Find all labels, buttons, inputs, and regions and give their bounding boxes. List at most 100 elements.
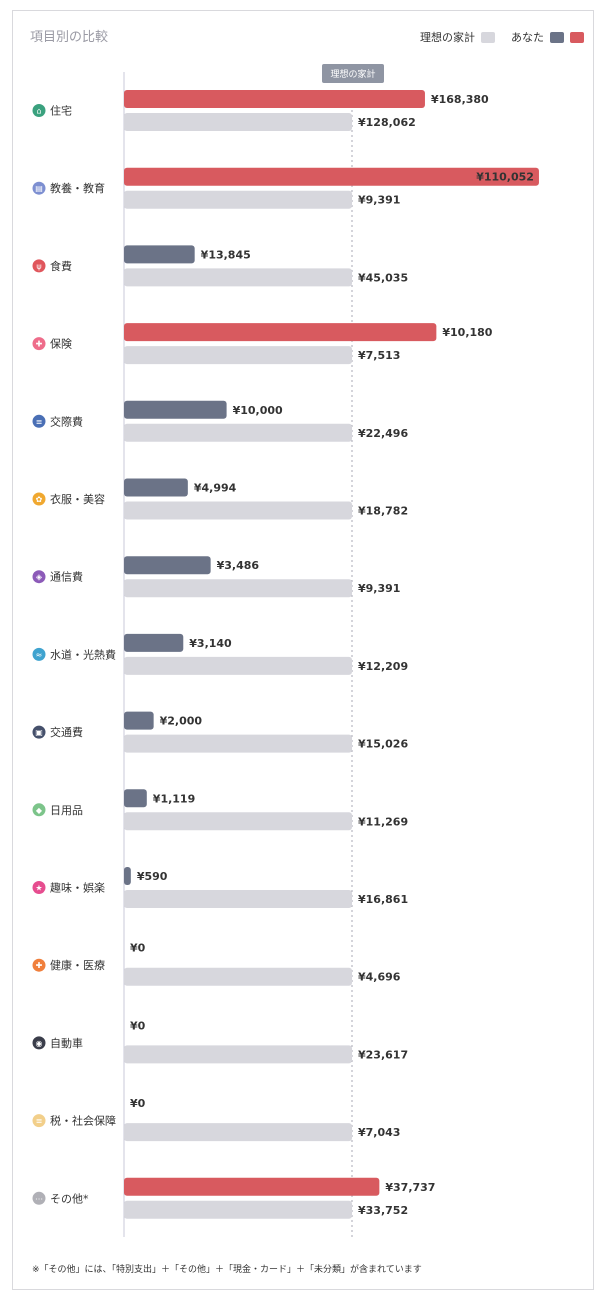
car-icon xyxy=(32,1036,46,1050)
shirt-icon-glyph: ✿ xyxy=(36,495,43,504)
you-value-label: ¥3,140 xyxy=(189,637,232,650)
comparison-card xyxy=(12,10,594,1290)
legend-you-under-swatch xyxy=(550,31,564,43)
legend-ideal-label: 理想の家計 xyxy=(420,31,475,44)
category-label: 食費 xyxy=(50,259,72,273)
category-label: 税・社会保障 xyxy=(50,1114,116,1128)
category-label: 交通費 xyxy=(50,725,83,739)
ideal-bar xyxy=(124,734,352,753)
you-bar xyxy=(124,478,188,497)
fork-knife-icon-glyph: ψ xyxy=(36,262,41,271)
category-label: 通信費 xyxy=(50,570,83,584)
category-label: 教養・教育 xyxy=(50,181,105,195)
star-icon-glyph: ★ xyxy=(35,884,42,893)
book-icon xyxy=(32,181,46,195)
ideal-marker-tag xyxy=(322,64,384,83)
ideal-value-label: ¥9,391 xyxy=(358,194,400,207)
category-label: 趣味・娯楽 xyxy=(50,881,105,895)
you-bar xyxy=(124,400,227,419)
tag-icon-glyph: ◆ xyxy=(36,806,43,815)
chart-title: 項目別の比較 xyxy=(30,30,109,45)
phone-icon-glyph: ◈ xyxy=(36,573,43,582)
category-label: 住宅 xyxy=(50,104,72,118)
ideal-bar xyxy=(124,967,352,986)
ideal-bar xyxy=(124,501,352,520)
medical-cross-icon-glyph: ✚ xyxy=(36,961,43,970)
phone-icon xyxy=(32,570,46,584)
ideal-value-label: ¥7,043 xyxy=(358,1126,400,1139)
you-value-label: ¥0 xyxy=(130,942,146,955)
ideal-value-label: ¥11,269 xyxy=(358,815,408,828)
you-value-label: ¥10,000 xyxy=(233,404,283,417)
you-bar xyxy=(124,323,437,342)
you-value-label: ¥10,180 xyxy=(442,326,492,339)
ideal-value-label: ¥18,782 xyxy=(358,505,408,518)
ideal-bar xyxy=(124,1123,352,1142)
category-label: 保険 xyxy=(50,337,72,351)
ideal-value-label: ¥15,026 xyxy=(358,738,408,751)
you-value-label: ¥0 xyxy=(130,1019,146,1032)
document-icon xyxy=(32,1114,46,1128)
ideal-bar xyxy=(124,1200,352,1219)
faucet-icon-glyph: ≈ xyxy=(36,650,43,659)
you-bar xyxy=(124,167,539,186)
you-bar xyxy=(124,556,211,575)
ideal-bar xyxy=(124,656,352,675)
category-label: 自動車 xyxy=(50,1036,83,1050)
you-value-label: ¥13,845 xyxy=(201,248,251,261)
category-label: 交際費 xyxy=(50,414,83,428)
tag-icon xyxy=(32,803,46,817)
you-bar xyxy=(124,711,154,730)
you-bar xyxy=(124,245,195,264)
fork-knife-icon xyxy=(32,259,46,273)
ideal-value-label: ¥12,209 xyxy=(358,660,408,673)
ideal-bar xyxy=(124,890,352,908)
ideal-bar xyxy=(124,113,352,131)
train-icon-glyph: ▣ xyxy=(35,728,43,737)
category-label: 日用品 xyxy=(50,804,83,817)
ideal-bar xyxy=(124,346,352,365)
you-value-label: ¥0 xyxy=(130,1097,146,1110)
ideal-value-label: ¥45,035 xyxy=(358,271,408,284)
you-value-label: ¥4,994 xyxy=(194,482,237,495)
ideal-value-label: ¥33,752 xyxy=(358,1204,408,1217)
ideal-value-label: ¥4,696 xyxy=(358,971,401,984)
more-dots-icon xyxy=(32,1191,46,1205)
ideal-bar xyxy=(124,423,352,442)
ideal-value-label: ¥7,513 xyxy=(358,349,400,362)
shield-icon-glyph: ✚ xyxy=(36,340,43,349)
people-icon xyxy=(32,414,46,428)
you-value-label: ¥2,000 xyxy=(160,715,203,728)
ideal-value-label: ¥16,861 xyxy=(358,893,408,906)
legend-you-over-swatch xyxy=(570,31,584,43)
footnote: ※「その他」には、「特別支出」＋「その他」＋「現金・カード」＋「未分類」が含まれ… xyxy=(32,1265,422,1275)
people-icon-glyph: ≡ xyxy=(36,417,43,426)
you-value-label: ¥110,052 xyxy=(476,171,534,184)
you-value-label: ¥37,737 xyxy=(385,1181,435,1194)
you-value-label: ¥590 xyxy=(137,870,168,883)
you-value-label: ¥1,119 xyxy=(153,792,195,805)
house-icon xyxy=(32,104,46,117)
shield-icon xyxy=(32,337,46,351)
legend-you-label: あなた xyxy=(511,31,544,44)
category-label: その他* xyxy=(50,1192,89,1205)
you-bar xyxy=(124,90,425,108)
ideal-value-label: ¥23,617 xyxy=(358,1048,408,1061)
ideal-marker-label: 理想の家計 xyxy=(330,68,375,80)
ideal-bar xyxy=(124,190,352,209)
you-bar xyxy=(124,633,184,652)
faucet-icon xyxy=(32,647,46,661)
category-label: 健康・医療 xyxy=(50,958,105,972)
category-label: 水道・光熱費 xyxy=(50,647,116,661)
medical-cross-icon xyxy=(32,958,46,972)
ideal-bar xyxy=(124,579,352,598)
ideal-bar xyxy=(124,812,352,831)
legend-ideal-swatch xyxy=(481,31,495,43)
you-value-label: ¥3,486 xyxy=(217,559,260,572)
you-bar xyxy=(124,867,131,885)
train-icon xyxy=(32,725,46,739)
ideal-value-label: ¥22,496 xyxy=(358,427,408,440)
document-icon-glyph: ≡ xyxy=(36,1117,43,1126)
shirt-icon xyxy=(32,492,46,506)
